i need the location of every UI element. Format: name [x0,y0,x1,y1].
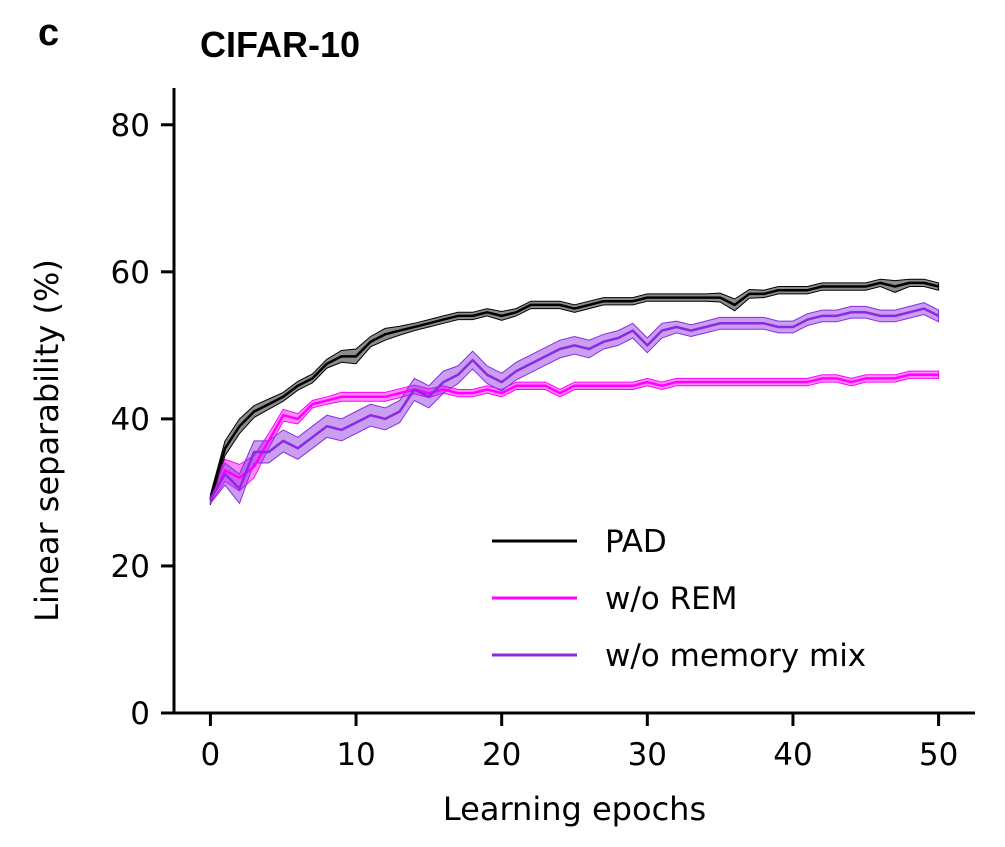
x-tick-label: 40 [773,737,812,773]
legend: PAD w/o REM w/o memory mix [492,524,866,674]
series-line-w-o-memory-mix [209,307,940,501]
y-axis-label: Linear separability (%) [28,259,66,622]
y-tick-label: 0 [130,696,150,732]
panel-label: c [38,12,60,54]
series-line-pad [209,281,939,501]
legend-label-pad: PAD [605,524,667,560]
series-line-w-o-rem [209,373,939,501]
x-axis-label: Learning epochs [443,790,706,828]
band-w-o-memory-mix [209,302,940,505]
axes: 0 10 20 30 40 50 0 20 40 60 80 [111,88,975,773]
x-tick-label: 30 [628,737,667,773]
y-tick-label: 60 [111,255,150,291]
y-tick-label: 40 [111,402,150,438]
confidence-bands [209,278,940,506]
y-tick-label: 20 [111,549,150,585]
x-tick-label: 10 [336,737,375,773]
x-tick-label: 20 [482,737,521,773]
y-tick-label: 80 [111,108,150,144]
series-lines [209,281,940,501]
legend-label-w-o-memory-mix: w/o memory mix [605,638,866,674]
x-tick-label: 0 [201,737,221,773]
chart-title: CIFAR-10 [200,24,361,65]
band-pad [209,278,940,506]
legend-label-w-o-rem: w/o REM [605,581,738,617]
x-tick-label: 50 [919,737,958,773]
